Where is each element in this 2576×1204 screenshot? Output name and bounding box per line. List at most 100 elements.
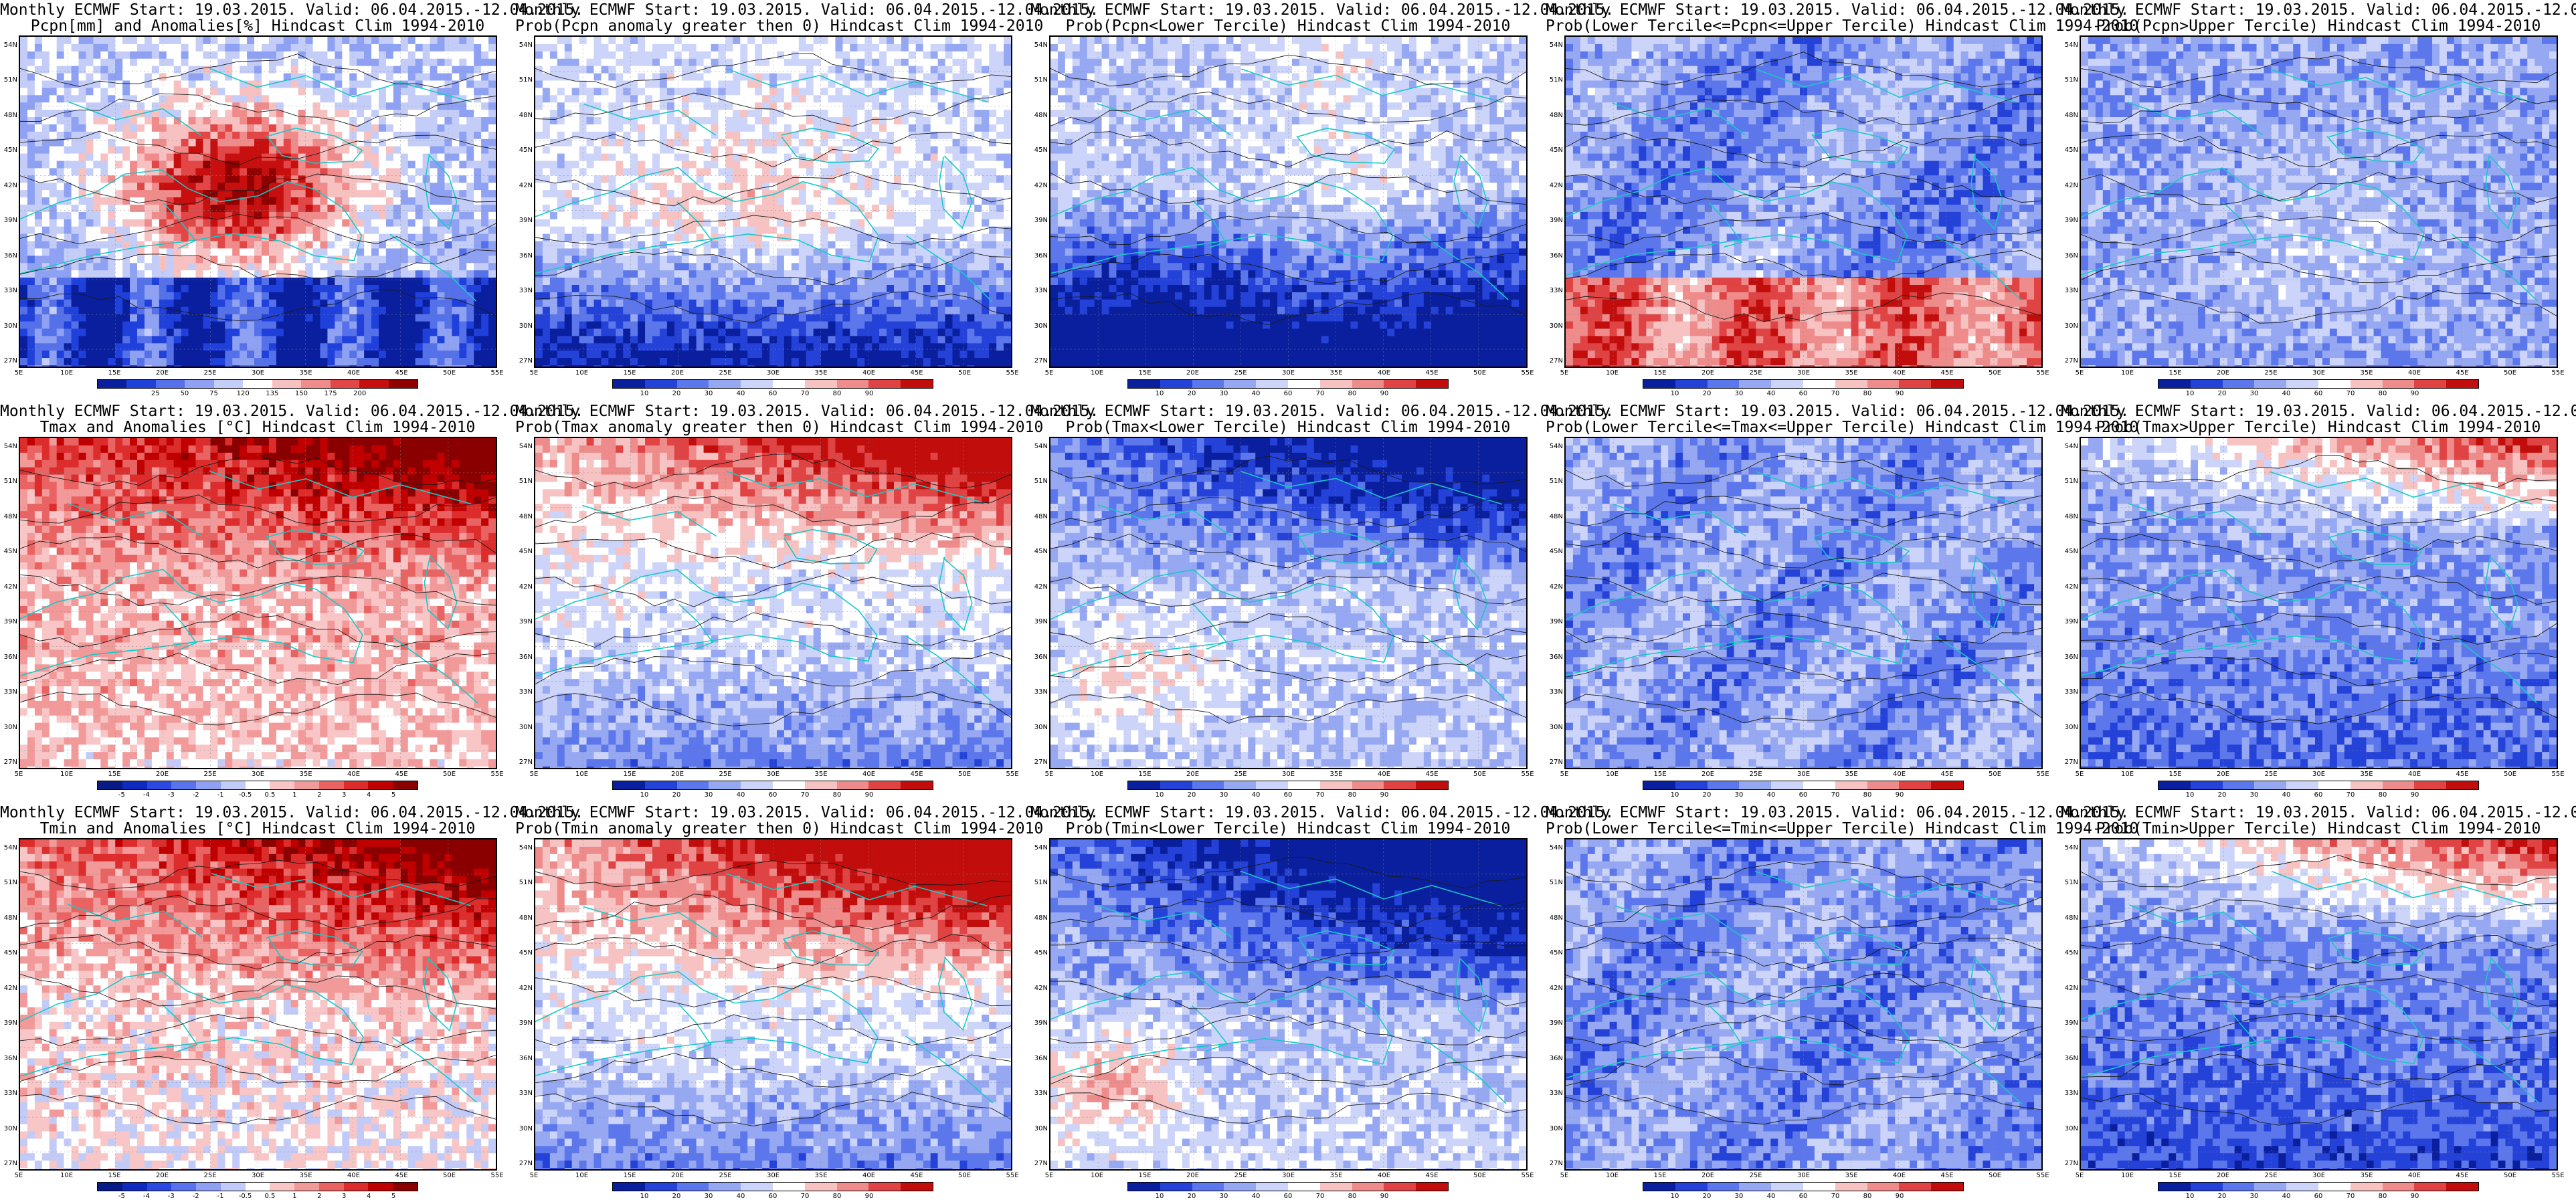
colorbar-segment — [1835, 781, 1867, 789]
panel-title-line1: Monthly ECMWF Start: 19.03.2015. Valid: … — [1546, 1, 2129, 19]
lat-tick-label: 42N — [1546, 985, 1563, 992]
map-panel-pcpn-prob-upper: Monthly ECMWF Start: 19.03.2015. Valid: … — [2061, 0, 2576, 401]
map-panel-tmin-prob-gt0: Monthly ECMWF Start: 19.03.2015. Valid: … — [515, 803, 1099, 1204]
colorbar-tick-label: 30 — [1728, 390, 1750, 397]
colorbar-tick-label: -0.5 — [234, 791, 257, 799]
colorbar-segment — [644, 380, 677, 388]
colorbar-segment — [122, 1183, 147, 1191]
lat-tick-label: 48N — [0, 112, 17, 119]
lon-tick-label: 5E — [1554, 1173, 1574, 1179]
lat-tick-label: 36N — [2061, 252, 2078, 260]
lon-tick-label: 30E — [2309, 771, 2329, 778]
colorbar-segment — [1287, 1183, 1320, 1191]
colorbar-tick-label: 30 — [697, 390, 720, 397]
colorbar-tick-label: 10 — [633, 1193, 656, 1200]
colorbar-segment — [343, 781, 369, 789]
colorbar-tick-label: 40 — [729, 1193, 752, 1200]
lat-tick-label: 36N — [2061, 654, 2078, 661]
colorbar-segment — [1352, 1183, 1384, 1191]
colorbar-tick-label: 70 — [1824, 390, 1847, 397]
colorbar-tick-label: 20 — [1180, 1193, 1203, 1200]
colorbar-tick-label: 20 — [1180, 791, 1203, 799]
colorbar-segment — [2414, 1183, 2447, 1191]
lat-tick-label: 30N — [0, 1125, 17, 1132]
lat-tick-label: 36N — [1546, 1055, 1563, 1062]
colorbar-tick-label: -4 — [135, 791, 158, 799]
lon-tick-label: 5E — [9, 370, 29, 377]
lon-tick-label: 45E — [1422, 1173, 1442, 1179]
lon-tick-label: 25E — [2261, 771, 2281, 778]
lat-tick-label: 33N — [1546, 689, 1563, 696]
lon-tick-label: 50E — [955, 771, 975, 778]
lon-tick-label: 15E — [1135, 1173, 1155, 1179]
colorbar-segment — [1287, 781, 1320, 789]
colorbar-tick-label: 10 — [1148, 390, 1171, 397]
lat-tick-label: 39N — [1030, 1020, 1048, 1027]
lon-tick-label: 40E — [2405, 1173, 2425, 1179]
colorbar-tick-label: 5 — [382, 1193, 405, 1200]
lon-tick-label: 25E — [2261, 1173, 2281, 1179]
map-panel-tmax-prob-gt0: Monthly ECMWF Start: 19.03.2015. Valid: … — [515, 401, 1099, 803]
lon-tick-label: 15E — [620, 370, 640, 377]
lon-tick-label: 15E — [104, 1173, 124, 1179]
lon-tick-label: 25E — [2261, 370, 2281, 377]
colorbar-tick-label: 40 — [2275, 390, 2298, 397]
lon-tick-label: 40E — [344, 370, 364, 377]
lon-tick-label: 5E — [2069, 1173, 2090, 1179]
lat-tick-label: 42N — [1030, 583, 1048, 591]
lat-tick-label: 30N — [1030, 322, 1048, 330]
colorbar-segment — [709, 380, 741, 388]
lat-tick-label: 51N — [1546, 478, 1563, 485]
lon-tick-label: 40E — [344, 1173, 364, 1179]
lat-tick-label: 54N — [0, 42, 17, 49]
colorbar-segment — [1707, 781, 1740, 789]
colorbar-segment — [2158, 1183, 2191, 1191]
lon-tick-label: 5E — [2069, 370, 2090, 377]
colorbar-tick-label: -3 — [160, 1193, 183, 1200]
colorbar-segment — [804, 380, 837, 388]
colorbar-segment — [1643, 1183, 1675, 1191]
colorbar-segment — [901, 781, 933, 789]
colorbar — [97, 781, 418, 790]
lat-tick-label: 54N — [2061, 42, 2078, 49]
colorbar-tick-label: 70 — [2339, 390, 2362, 397]
colorbar-segment — [1256, 380, 1288, 388]
colorbar-segment — [245, 781, 270, 789]
colorbar-segment — [1128, 1183, 1160, 1191]
lat-tick-label: 48N — [2061, 112, 2078, 119]
colorbar-tick-label: 60 — [2307, 390, 2330, 397]
colorbar-tick-label: 70 — [794, 390, 816, 397]
lat-tick-label: 39N — [515, 619, 533, 625]
lat-tick-label: 39N — [1546, 1020, 1563, 1027]
lat-tick-label: 30N — [2061, 1125, 2078, 1132]
colorbar-tick-label: 10 — [1663, 390, 1686, 397]
map-field — [2081, 839, 2557, 1169]
panel-title-line2: Prob(Lower Tercile<=Tmin<=Upper Tercile)… — [1546, 820, 2138, 837]
colorbar-segment — [772, 380, 805, 388]
lon-tick-label: 5E — [524, 771, 544, 778]
map-panel-tmax-mean: Monthly ECMWF Start: 19.03.2015. Valid: … — [0, 401, 583, 803]
map-frame — [1564, 35, 2043, 368]
lat-tick-label: 54N — [515, 845, 533, 851]
lon-tick-label: 45E — [391, 1173, 411, 1179]
colorbar-segment — [1739, 781, 1772, 789]
lat-tick-label: 36N — [515, 654, 533, 661]
lat-tick-label: 48N — [1546, 513, 1563, 520]
colorbar-tick-label: 70 — [1309, 1193, 1331, 1200]
lon-tick-label: 5E — [1039, 370, 1059, 377]
colorbar-segment — [2446, 380, 2478, 388]
colorbar — [2158, 1182, 2479, 1191]
lat-tick-label: 30N — [0, 724, 17, 731]
lat-tick-label: 42N — [515, 182, 533, 189]
lon-tick-label: 35E — [2357, 370, 2377, 377]
colorbar-tick-label: 1 — [283, 1193, 306, 1200]
lon-tick-label: 20E — [2213, 771, 2233, 778]
colorbar-tick-label: 90 — [1373, 1193, 1396, 1200]
lat-tick-label: 45N — [515, 548, 533, 555]
colorbar-segment — [2190, 380, 2223, 388]
colorbar-tick-label: 40 — [1760, 791, 1782, 799]
colorbar-tick-label: 40 — [729, 791, 752, 799]
lon-tick-label: 25E — [1746, 771, 1766, 778]
colorbar-segment — [272, 380, 302, 388]
colorbar-segment — [1319, 781, 1352, 789]
